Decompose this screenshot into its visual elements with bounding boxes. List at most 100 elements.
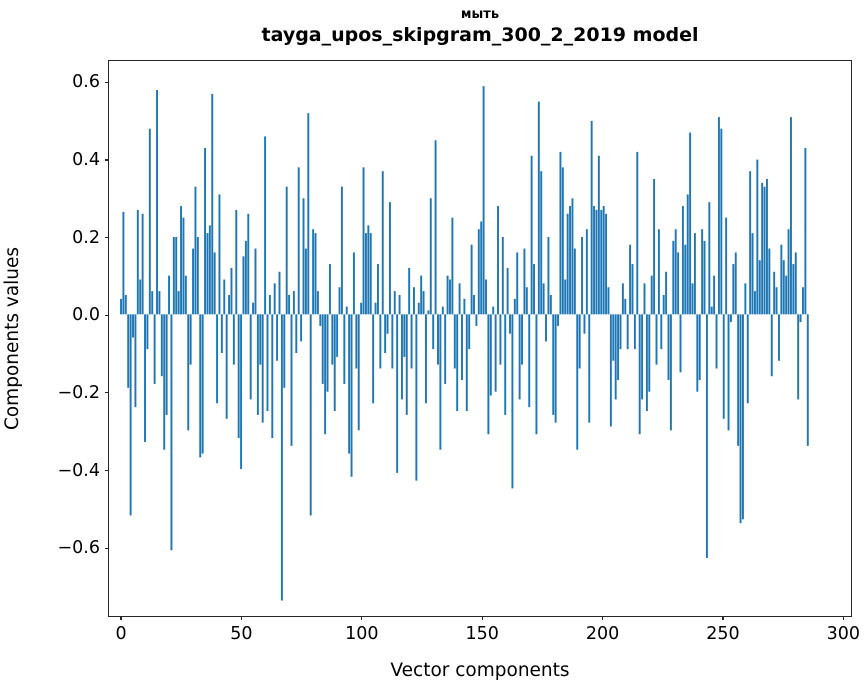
bar xyxy=(701,229,704,315)
bar xyxy=(689,132,692,315)
bar xyxy=(494,314,497,392)
bar xyxy=(758,260,761,315)
bar xyxy=(655,314,658,365)
bar xyxy=(674,229,677,315)
bar xyxy=(641,314,644,400)
bar xyxy=(314,233,317,315)
bar xyxy=(612,314,615,361)
y-tick-label: 0.0 xyxy=(72,305,100,326)
bar xyxy=(451,217,454,315)
y-tick-mark xyxy=(104,237,109,239)
bar xyxy=(698,314,701,381)
x-tick-mark xyxy=(601,616,604,621)
bar xyxy=(583,314,586,334)
bar xyxy=(271,314,274,439)
bar xyxy=(184,275,187,315)
x-axis-label: Vector components xyxy=(108,660,852,681)
bar xyxy=(242,256,245,315)
y-axis-label: Components values xyxy=(0,60,26,617)
bar xyxy=(564,279,567,315)
bar xyxy=(309,314,312,516)
bar xyxy=(408,267,411,315)
bar xyxy=(679,314,682,373)
x-tick-mark xyxy=(481,616,483,621)
bar xyxy=(708,202,711,315)
bar xyxy=(703,240,706,315)
bar xyxy=(196,236,199,315)
bar xyxy=(609,314,612,427)
bar xyxy=(480,221,483,315)
bar xyxy=(328,264,331,315)
title-line-model: tayga_upos_skipgram_300_2_2019 model xyxy=(261,23,699,46)
bar xyxy=(715,314,718,369)
bar xyxy=(163,314,166,450)
bar xyxy=(345,306,348,315)
bar xyxy=(384,314,387,354)
bar xyxy=(681,206,684,315)
bar xyxy=(773,271,776,315)
bar xyxy=(468,314,471,350)
bar xyxy=(588,314,591,423)
bar xyxy=(429,198,432,315)
bar xyxy=(182,217,185,315)
bar xyxy=(261,314,264,423)
bar xyxy=(160,314,163,377)
bar xyxy=(576,314,579,450)
bar xyxy=(139,279,142,315)
bar xyxy=(228,294,231,315)
bar xyxy=(621,283,624,315)
x-tick-label: 200 xyxy=(585,624,620,644)
bar xyxy=(530,155,533,315)
bar xyxy=(444,314,447,384)
bar xyxy=(571,198,574,315)
bar xyxy=(746,314,749,404)
bar xyxy=(804,148,807,315)
bar xyxy=(398,294,401,315)
bar xyxy=(669,314,672,431)
bar xyxy=(763,186,766,315)
bar xyxy=(432,314,435,350)
bar xyxy=(662,294,665,315)
bar xyxy=(732,264,735,315)
bar xyxy=(672,240,675,315)
bar xyxy=(324,314,327,435)
bar xyxy=(381,171,384,315)
y-tick-mark xyxy=(104,81,109,83)
bar xyxy=(605,213,608,315)
bar xyxy=(336,314,339,357)
x-tick-label: 50 xyxy=(230,624,253,644)
bar xyxy=(194,186,197,315)
bar xyxy=(331,314,334,365)
bar xyxy=(482,86,485,315)
bar xyxy=(379,314,382,369)
bar xyxy=(256,314,259,415)
bar xyxy=(734,252,737,315)
bar xyxy=(372,314,375,404)
bar xyxy=(513,298,516,315)
bar xyxy=(741,314,744,520)
bar xyxy=(485,279,487,315)
bar xyxy=(585,229,588,315)
bar xyxy=(396,314,399,473)
bar xyxy=(518,314,521,400)
bar xyxy=(729,314,732,323)
bar xyxy=(657,229,660,315)
bar xyxy=(667,314,670,381)
bar xyxy=(768,248,771,315)
bar xyxy=(802,287,804,315)
bar xyxy=(504,314,507,415)
bar xyxy=(156,90,158,315)
bar xyxy=(799,314,802,323)
bar xyxy=(477,229,480,315)
bar xyxy=(645,314,648,412)
bar xyxy=(333,314,336,412)
bar xyxy=(727,314,730,431)
bar xyxy=(153,314,156,384)
bar xyxy=(600,209,603,315)
bar xyxy=(785,275,788,315)
bar xyxy=(511,314,514,489)
bar xyxy=(120,298,122,315)
bar xyxy=(552,314,555,415)
x-tick-mark xyxy=(361,616,363,621)
